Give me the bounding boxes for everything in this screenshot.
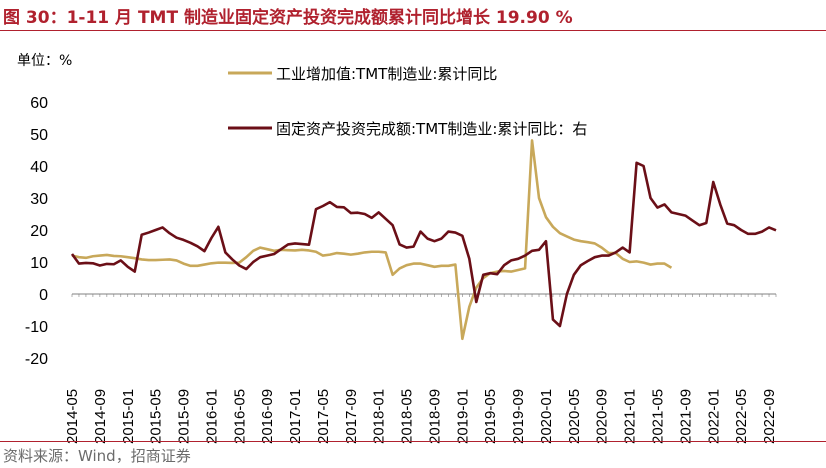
y-tick-label: 30 (30, 191, 48, 208)
axes: -20 -10 0 10 20 30 40 50 60 2014-05 2014-09 2015-01… (25, 95, 778, 444)
x-tick-label: 2021-05 (650, 389, 667, 444)
y-tick-label: 20 (30, 223, 48, 240)
x-tick-label: 2016-05 (231, 389, 248, 444)
y-tick-label: 0 (39, 287, 48, 304)
x-tick-label: 2021-09 (677, 389, 694, 444)
x-tick-label: 2022-05 (733, 389, 750, 444)
x-tick-label: 2021-01 (622, 389, 639, 444)
x-tick-label: 2015-01 (120, 389, 137, 444)
x-tick-label: 2020-05 (566, 389, 583, 444)
series-line-1 (71, 139, 673, 341)
unit-label: 单位：% (17, 53, 73, 69)
x-tick-label: 2017-01 (287, 389, 304, 444)
source-note: 资料来源：Wind，招商证券 (3, 447, 191, 465)
title-rule (0, 30, 826, 31)
x-tick-label: 2022-01 (705, 389, 722, 444)
x-tick-label: 2019-05 (482, 389, 499, 444)
x-tick-label: 2014-09 (92, 389, 109, 444)
x-tick-label: 2017-05 (315, 389, 332, 444)
y-tick-label: 50 (30, 127, 48, 144)
series-line-2 (70, 161, 777, 328)
x-tick-label: 2015-05 (148, 389, 165, 444)
bottom-rule (0, 441, 826, 442)
figure-title: 图 30：1-11 月 TMT 制造业固定资产投资完成额累计同比增长 19.90… (3, 8, 573, 28)
x-tick-label: 2016-09 (259, 389, 276, 444)
x-tick-label: 2016-01 (203, 389, 220, 444)
y-tick-label: 60 (30, 95, 48, 112)
x-tick-label: 2019-09 (510, 389, 527, 444)
y-tick-label: 40 (30, 159, 48, 176)
x-tick-label: 2018-05 (399, 389, 416, 444)
legend-label-series-2: 固定资产投资完成额:TMT制造业:累计同比：右 (276, 120, 587, 138)
series-layer (70, 139, 777, 341)
legend: 工业增加值:TMT制造业:累计同比 固定资产投资完成额:TMT制造业:累计同比：… (228, 65, 587, 138)
x-tick-label: 2015-09 (176, 389, 193, 444)
y-tick-label: -20 (25, 351, 48, 368)
x-tick-label: 2018-09 (426, 389, 443, 444)
x-tick-label: 2020-09 (594, 389, 611, 444)
legend-label-series-1: 工业增加值:TMT制造业:累计同比 (276, 65, 497, 83)
x-tick-label: 2014-05 (64, 389, 81, 444)
x-tick-label: 2019-01 (454, 389, 471, 444)
x-tick-label: 2017-09 (343, 389, 360, 444)
y-tick-label: -10 (25, 319, 48, 336)
y-tick-label: 10 (30, 255, 48, 272)
x-tick-label: 2018-01 (371, 389, 388, 444)
x-tick-label: 2020-01 (538, 389, 555, 444)
x-tick-label: 2022-09 (761, 389, 778, 444)
